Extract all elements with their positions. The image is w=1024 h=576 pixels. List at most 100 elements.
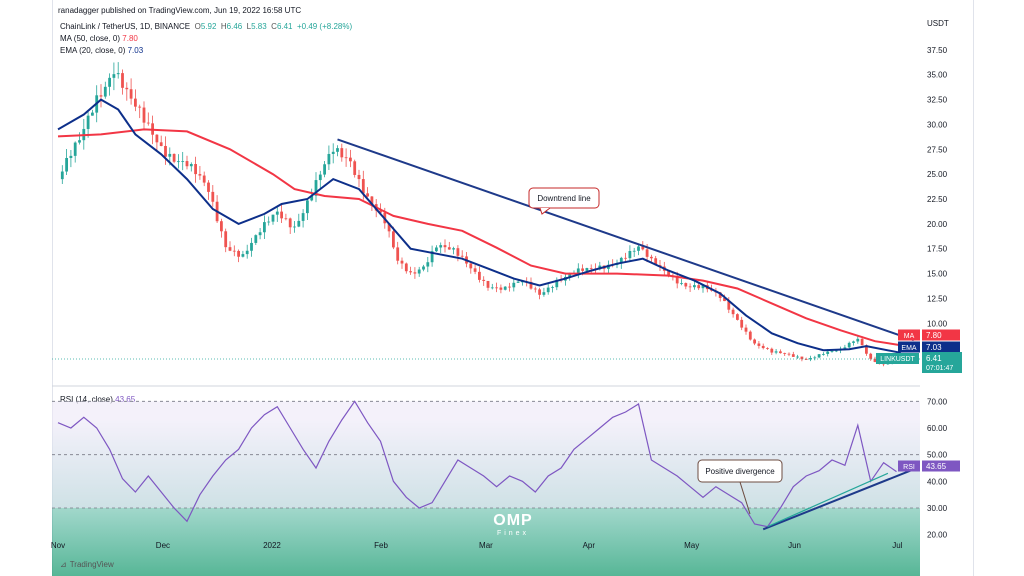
candle-body — [632, 250, 636, 252]
candle-body — [396, 247, 400, 261]
candle-body — [817, 354, 821, 358]
candle-body — [146, 122, 150, 124]
candle-body — [134, 98, 137, 107]
price-tick-label: 17.50 — [927, 245, 948, 254]
candle-body — [439, 245, 443, 248]
candle-body — [452, 248, 455, 250]
price-tick-label: 27.50 — [927, 145, 948, 154]
candle-body — [783, 353, 787, 354]
candle-body — [142, 107, 146, 123]
ema-badge-value: 7.03 — [926, 343, 942, 352]
rsi-legend[interactable]: RSI (14, close) 43.65 — [60, 395, 136, 404]
candle-body — [568, 273, 572, 277]
candle-body — [370, 196, 374, 205]
price-change: +0.49 (+8.28%) — [296, 22, 353, 31]
ma-legend[interactable]: MA (50, close, 0) 7.80 — [60, 34, 138, 43]
symbol-title: ChainLink / TetherUS, 1D, BINANCE — [60, 22, 191, 31]
rsi-line — [57, 400, 897, 528]
candle-body — [400, 260, 404, 264]
rsi-badge-value-bg — [922, 460, 960, 472]
candle-body — [813, 357, 817, 359]
candle-body — [645, 249, 649, 257]
candle-body — [624, 257, 627, 259]
downtrend-callout[interactable] — [528, 187, 600, 209]
candle-body — [194, 164, 197, 175]
candle-body — [744, 327, 748, 332]
candle-body — [869, 353, 873, 359]
ma-badge-label: MA — [904, 333, 915, 340]
candle-body — [804, 359, 808, 360]
candle-body — [757, 343, 761, 346]
ema-badge-value-bg — [922, 341, 960, 353]
candle-body — [770, 348, 774, 353]
price-tick-label: 20.00 — [927, 220, 948, 229]
candle-body — [787, 353, 791, 355]
candle-body — [284, 218, 288, 220]
candle-body — [116, 73, 120, 75]
candle-body — [546, 287, 550, 293]
candle-body — [688, 286, 692, 288]
rsi-tick-label: 50.00 — [927, 451, 948, 460]
candle-body — [318, 174, 322, 181]
candle-body — [422, 266, 425, 270]
candle-body — [800, 356, 804, 360]
candle-body — [680, 283, 683, 284]
candle-body — [65, 157, 68, 172]
candle-body — [529, 281, 533, 289]
candle-body — [865, 345, 868, 354]
price-tick-label: 10.00 — [927, 319, 948, 328]
ema-badge-label-bg — [898, 341, 920, 353]
candle-body — [164, 145, 167, 157]
candle-body — [207, 182, 210, 192]
candle-body — [159, 142, 163, 146]
candle-body — [263, 222, 266, 233]
divergence-line — [767, 472, 889, 528]
tradingview-logo[interactable]: ⊿ TradingView — [60, 560, 114, 569]
candle-body — [417, 269, 421, 274]
candle-body — [73, 142, 77, 156]
rsi-tick-label: 40.00 — [927, 477, 948, 486]
candle-body — [650, 256, 653, 259]
published-caption: ranadagger published on TradingView.com,… — [58, 6, 302, 15]
candle-body — [430, 251, 434, 263]
candle-body — [314, 180, 318, 196]
ema-20-line — [57, 98, 901, 354]
ma-badge-value: 7.80 — [926, 331, 942, 340]
price-tick-label: 37.50 — [927, 46, 948, 55]
candle-body — [353, 161, 357, 175]
candle-body — [860, 338, 864, 346]
candle-body — [280, 211, 283, 219]
candle-body — [727, 301, 731, 310]
candle-body — [826, 351, 830, 354]
candle-body — [413, 272, 417, 274]
candle-body — [774, 351, 778, 353]
candle-body — [551, 287, 554, 288]
candle-body — [697, 285, 701, 289]
candle-body — [301, 213, 305, 221]
candle-body — [628, 251, 632, 259]
candle-body — [542, 292, 546, 295]
candle-body — [327, 153, 331, 165]
rsi-tick-label: 20.00 — [927, 531, 948, 540]
annotations: MA 7.80 EMA 7.03 LINKUSDT 6.41 07:01:47 RSI 43.6… — [528, 187, 962, 515]
candle-body — [847, 342, 851, 348]
candle-body — [473, 268, 477, 272]
divergence-callout-pointer — [739, 481, 751, 515]
price-value-bg — [922, 352, 962, 373]
x-tick-label: Dec — [156, 541, 170, 550]
candle-body — [103, 86, 107, 97]
x-tick-label: Jul — [892, 541, 902, 550]
candle-body — [271, 214, 275, 222]
downtrend-callout-pointer — [539, 207, 551, 215]
omp-watermark: OMP Finex — [493, 512, 533, 537]
candle-body — [834, 350, 838, 352]
candle-body — [791, 354, 795, 357]
price-tick-label: 35.00 — [927, 71, 948, 80]
x-tick-label: May — [684, 541, 699, 550]
candle-body — [409, 271, 412, 273]
price-tick-label: 25.00 — [927, 170, 948, 179]
candle-body — [736, 314, 739, 320]
candle-body — [731, 309, 735, 315]
ema-legend[interactable]: EMA (20, close, 0) 7.03 — [60, 46, 144, 55]
